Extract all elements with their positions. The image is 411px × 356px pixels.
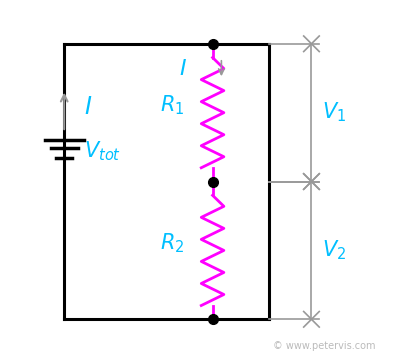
Text: $V_{tot}$: $V_{tot}$ xyxy=(83,140,121,163)
Text: $V_1$: $V_1$ xyxy=(322,101,346,125)
Text: $R_2$: $R_2$ xyxy=(160,231,184,255)
Text: $I$: $I$ xyxy=(178,58,187,79)
Text: $R_1$: $R_1$ xyxy=(160,94,184,117)
Text: $I$: $I$ xyxy=(83,96,92,119)
Text: © www.petervis.com: © www.petervis.com xyxy=(272,341,375,351)
Text: $V_2$: $V_2$ xyxy=(322,239,346,262)
